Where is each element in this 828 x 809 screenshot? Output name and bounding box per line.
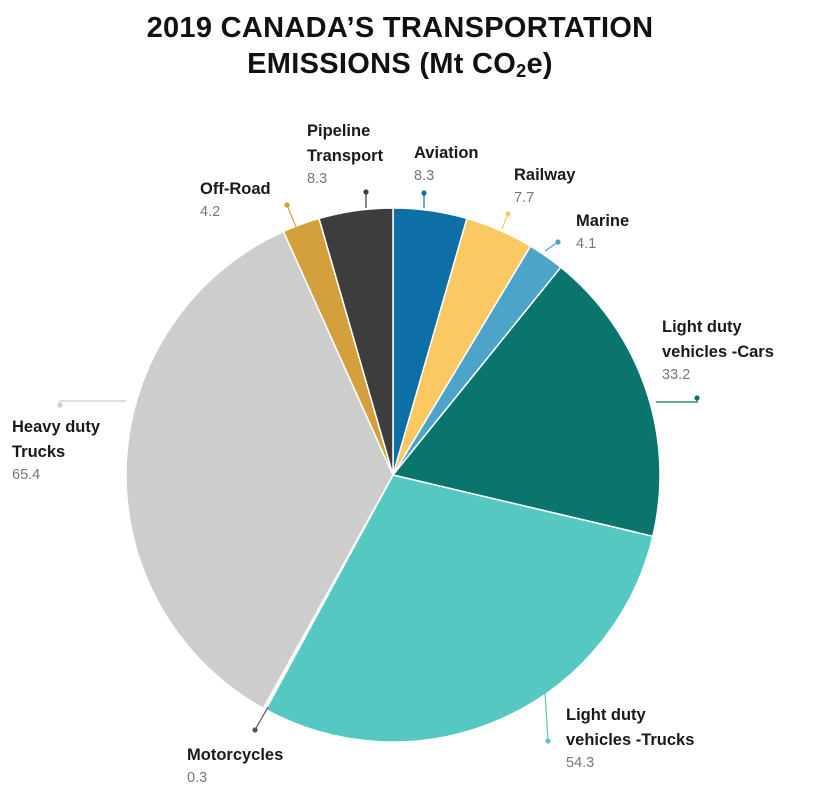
label-value-railway: 7.7 <box>514 190 534 206</box>
leader-dot-marine <box>555 239 561 245</box>
leader-line-off-road <box>286 204 297 228</box>
pie-labels: Aviation 8.3 Railway 7.7 Marine 4.1 Light duty… <box>12 122 774 786</box>
chart-title-line-2-suffix: e) <box>526 48 553 80</box>
chart-title-line-1: 2019 CANADA’S TRANSPORTATION <box>146 12 654 44</box>
label-ldv-trucks: Light duty vehicles -Trucks 54.3 <box>566 706 694 771</box>
label-ldv-cars: Light duty vehicles -Cars 33.2 <box>662 318 774 383</box>
label-name-ldv-trucks-0: Light duty <box>566 706 647 724</box>
label-name-ldv-cars-0: Light duty <box>662 318 743 336</box>
leader-dot-ldv-trucks <box>545 738 551 744</box>
label-name-pipeline-1: Transport <box>307 147 384 165</box>
pie-slice-heavy-trucks <box>125 230 394 710</box>
label-value-heavy-trucks: 65.4 <box>12 467 40 483</box>
leader-line-motorcycles <box>254 706 269 731</box>
label-name-off-road-0: Off-Road <box>200 180 271 198</box>
label-name-pipeline-0: Pipeline <box>307 122 370 140</box>
leader-line-ldv-cars <box>656 398 698 403</box>
label-name-aviation-0: Aviation <box>414 144 478 162</box>
label-value-ldv-trucks: 54.3 <box>566 755 594 771</box>
leader-dot-motorcycles <box>252 727 258 733</box>
label-name-heavy-trucks-1: Trucks <box>12 443 65 461</box>
label-aviation: Aviation 8.3 <box>414 144 478 184</box>
leader-dot-railway <box>505 211 511 217</box>
label-motorcycles: Motorcycles 0.3 <box>187 746 283 786</box>
label-name-railway-0: Railway <box>514 166 576 184</box>
label-heavy-trucks: Heavy duty Trucks 65.4 <box>12 418 101 483</box>
leader-dot-off-road <box>284 202 290 208</box>
chart-title-subscript: 2 <box>516 61 527 81</box>
leader-dot-pipeline <box>363 189 369 195</box>
label-value-pipeline: 8.3 <box>307 171 327 187</box>
chart-title-line-2: EMISSIONS (Mt CO2e) <box>0 46 800 82</box>
leader-line-railway <box>501 213 509 230</box>
chart-title-line-2-prefix: EMISSIONS (Mt CO <box>247 48 517 80</box>
leader-line-marine <box>544 241 559 252</box>
label-value-marine: 4.1 <box>576 236 596 252</box>
label-value-ldv-cars: 33.2 <box>662 367 690 383</box>
pie-slices <box>125 207 661 743</box>
label-name-motorcycles-0: Motorcycles <box>187 746 283 764</box>
leader-dot-heavy-trucks <box>57 402 63 408</box>
label-value-motorcycles: 0.3 <box>187 770 207 786</box>
label-pipeline: Pipeline Transport 8.3 <box>307 122 384 187</box>
label-name-marine-0: Marine <box>576 212 629 230</box>
label-off-road: Off-Road 4.2 <box>200 180 271 220</box>
pie-slice-ldv-trucks <box>264 474 654 743</box>
leader-line-ldv-trucks <box>544 691 549 742</box>
chart-title: 2019 CANADA’S TRANSPORTATION EMISSIONS (… <box>0 10 800 82</box>
label-value-aviation: 8.3 <box>414 168 434 184</box>
leader-dot-ldv-cars <box>694 395 700 401</box>
label-marine: Marine 4.1 <box>576 212 629 252</box>
label-name-heavy-trucks-0: Heavy duty <box>12 418 101 436</box>
label-railway: Railway 7.7 <box>514 166 576 206</box>
pie-slice-pipeline <box>318 207 394 476</box>
label-name-ldv-trucks-1: vehicles -Trucks <box>566 731 694 749</box>
label-value-off-road: 4.2 <box>200 204 220 220</box>
leader-dot-aviation <box>421 190 427 196</box>
pie-slice-ldv-cars <box>392 266 661 538</box>
leader-line-heavy-trucks <box>59 400 126 405</box>
label-name-ldv-cars-1: vehicles -Cars <box>662 343 774 361</box>
